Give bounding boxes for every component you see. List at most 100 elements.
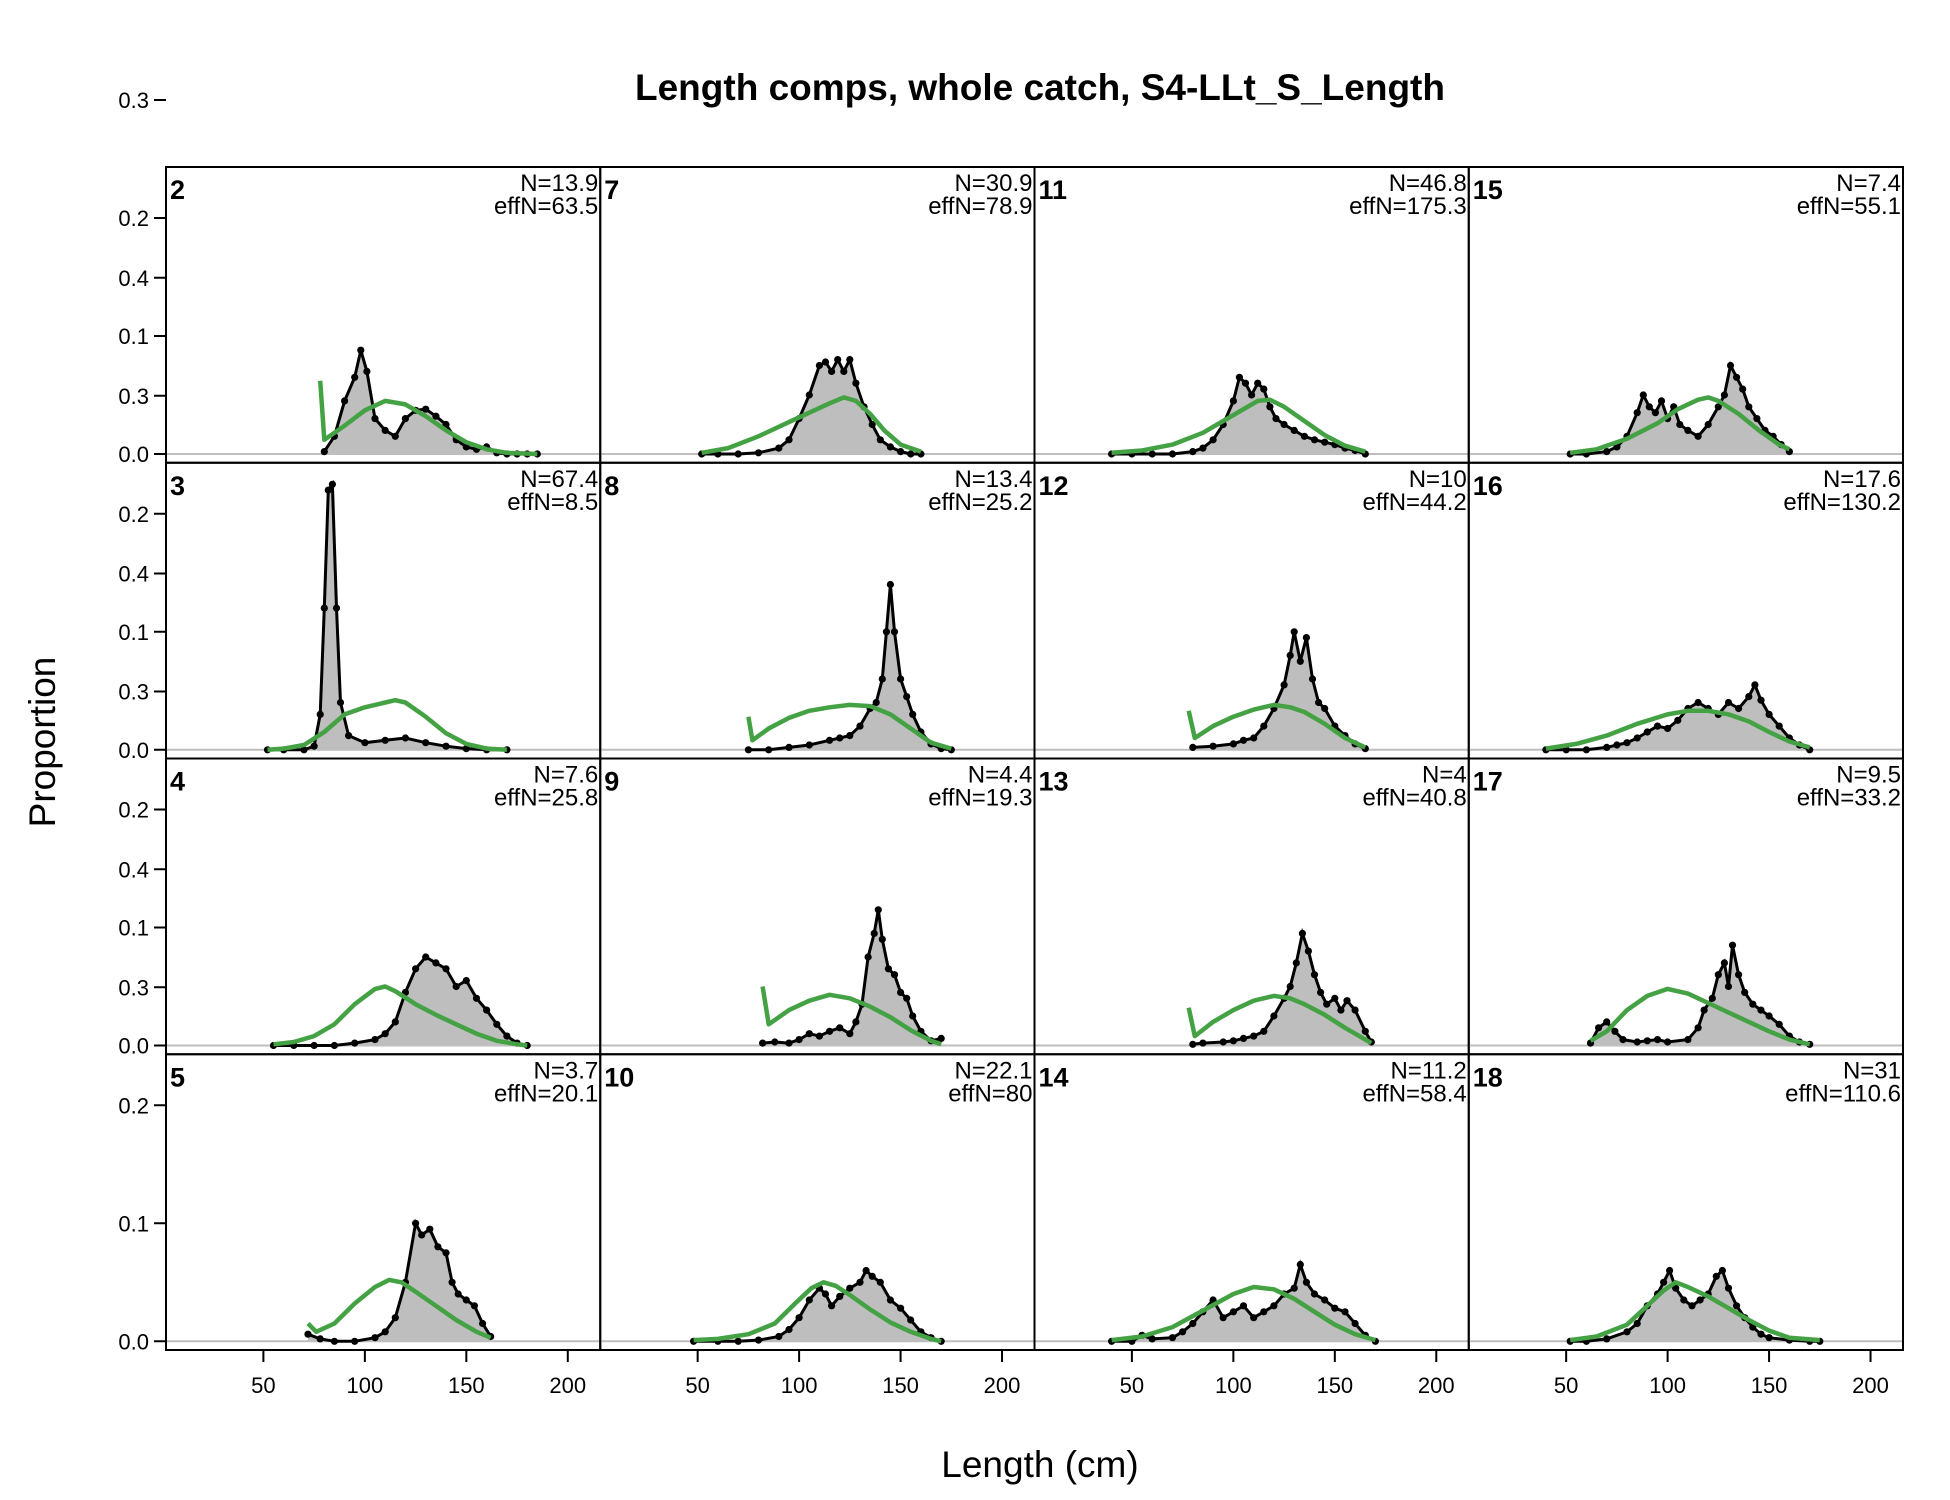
sample-size-label: N=11.2 xyxy=(1390,1057,1466,1084)
observed-point xyxy=(836,1292,844,1300)
expected-line xyxy=(1569,395,1791,456)
sample-size-label: N=4 xyxy=(1422,762,1467,789)
observed-point xyxy=(775,1332,783,1341)
observed-point xyxy=(1720,959,1728,967)
observed-point xyxy=(836,1024,844,1032)
observed-point xyxy=(815,1032,824,1040)
observed-point xyxy=(828,367,836,375)
observed-point xyxy=(462,977,470,985)
expected-line xyxy=(1545,708,1811,751)
observed-point xyxy=(1704,420,1712,429)
observed-point xyxy=(1219,1314,1227,1322)
observed-point xyxy=(442,1249,450,1257)
observed-point xyxy=(1653,1036,1662,1044)
observed-point xyxy=(332,604,341,612)
observed-point xyxy=(868,1272,876,1280)
observed-point xyxy=(903,693,911,701)
observed-point xyxy=(1296,1260,1304,1269)
expected-line xyxy=(317,380,538,457)
observed-point xyxy=(412,1219,420,1227)
observed-point xyxy=(472,994,481,1002)
effective-n-label: effN=175.3 xyxy=(1349,193,1467,220)
effective-n-label: effN=44.2 xyxy=(1362,489,1466,516)
effective-n-label: effN=58.4 xyxy=(1362,1080,1466,1107)
observed-point xyxy=(462,1296,470,1304)
x-tick-label: 100 xyxy=(347,1373,384,1398)
observed-point xyxy=(876,1278,884,1286)
observed-point xyxy=(503,1032,511,1040)
x-tick-label: 150 xyxy=(1751,1373,1788,1398)
observed-point xyxy=(907,1316,915,1324)
observed-point xyxy=(1726,361,1735,370)
observed-area xyxy=(701,359,921,454)
y-tick-label: 0.3 xyxy=(118,680,149,705)
y-tick-label: 0.3 xyxy=(118,975,149,1000)
observed-point xyxy=(1672,1284,1680,1292)
observed-point xyxy=(1260,722,1268,730)
observed-point xyxy=(897,1304,905,1312)
observed-point xyxy=(1270,1302,1278,1310)
sample-size-label: N=13.4 xyxy=(954,466,1032,493)
observed-point xyxy=(1633,409,1641,417)
observed-point xyxy=(351,1039,359,1047)
sample-size-label: N=17.6 xyxy=(1823,466,1901,493)
y-tick-label: 0.1 xyxy=(118,324,149,349)
observed-point xyxy=(1688,1302,1696,1310)
observed-point xyxy=(1310,436,1319,444)
panel-label: 3 xyxy=(170,471,185,501)
observed-point xyxy=(1341,1308,1349,1316)
observed-point xyxy=(1728,941,1737,949)
observed-point xyxy=(422,953,430,961)
observed-point xyxy=(1286,982,1294,991)
observed-point xyxy=(432,959,440,967)
observed-point xyxy=(1199,1039,1207,1047)
y-tick-label: 0.4 xyxy=(118,266,149,291)
observed-point xyxy=(826,1027,834,1035)
observed-point xyxy=(1712,1272,1720,1280)
observed-point xyxy=(426,1225,434,1233)
observed-point xyxy=(870,929,878,938)
observed-point xyxy=(483,1006,491,1014)
observed-point xyxy=(1708,994,1716,1002)
observed-point xyxy=(876,436,884,444)
observed-point xyxy=(1229,397,1237,405)
x-tick-label: 150 xyxy=(448,1373,485,1398)
observed-point xyxy=(1239,736,1248,744)
observed-point xyxy=(304,1330,312,1338)
observed-point xyxy=(1664,724,1672,733)
observed-point xyxy=(1684,426,1692,434)
observed-point xyxy=(785,1325,793,1334)
observed-point xyxy=(1209,436,1217,444)
observed-point xyxy=(846,1030,854,1038)
observed-point xyxy=(886,1296,895,1304)
observed-point xyxy=(1286,651,1294,660)
panel-label: 2 xyxy=(170,175,185,205)
observed-point xyxy=(442,965,450,973)
observed-point xyxy=(363,367,371,375)
observed-point xyxy=(884,965,893,973)
panel-label: 13 xyxy=(1039,767,1069,797)
observed-point xyxy=(1260,1027,1268,1035)
panel-label: 15 xyxy=(1473,175,1503,205)
sample-size-label: N=22.1 xyxy=(954,1057,1032,1084)
observed-point xyxy=(1714,403,1722,411)
panel-label: 16 xyxy=(1473,471,1503,501)
observed-point xyxy=(345,732,353,740)
panel-label: 5 xyxy=(170,1062,185,1092)
observed-area xyxy=(1590,945,1810,1046)
observed-point xyxy=(1676,420,1684,429)
observed-point xyxy=(1724,982,1733,991)
observed-point xyxy=(316,710,324,719)
observed-point xyxy=(493,1020,501,1028)
observed-point xyxy=(1266,403,1274,411)
observed-point xyxy=(897,675,905,683)
effective-n-label: effN=63.5 xyxy=(494,193,598,220)
observed-point xyxy=(1290,628,1298,636)
observed-point xyxy=(1745,693,1753,701)
observed-point xyxy=(381,1328,389,1336)
observed-point xyxy=(1639,391,1647,399)
